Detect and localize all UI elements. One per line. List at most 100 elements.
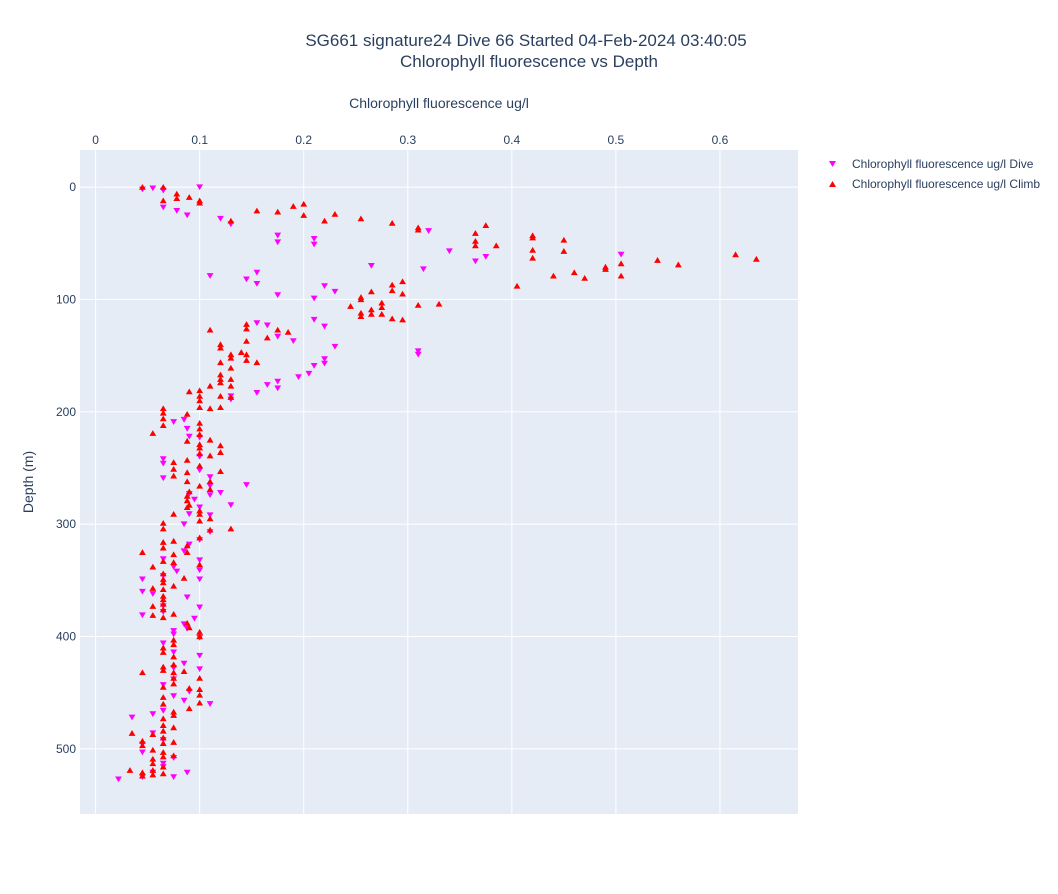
climb-point [183, 410, 191, 417]
x-tick-labels: 0 0.1 0.2 0.3 0.4 0.5 0.6 [92, 133, 728, 147]
dive-point [243, 482, 250, 488]
climb-point [196, 404, 204, 411]
climb-point [367, 306, 375, 313]
climb-point [617, 260, 625, 267]
legend-marker-dive [829, 161, 836, 167]
dive-point [149, 185, 157, 192]
climb-point [196, 450, 204, 457]
climb-point [654, 257, 661, 263]
climb-point [206, 436, 214, 443]
climb-point [183, 497, 191, 504]
climb-point [183, 492, 191, 499]
dive-point [206, 483, 214, 489]
climb-point [206, 382, 214, 389]
climb-point [185, 388, 193, 395]
climb-point [206, 452, 214, 459]
climb-point [139, 669, 146, 676]
climb-point [388, 287, 396, 294]
climb-point [217, 371, 224, 378]
climb-point [243, 325, 250, 332]
dive-point [274, 385, 282, 392]
climb-point [170, 653, 178, 660]
dive-point [139, 576, 146, 583]
dive-point [183, 212, 191, 219]
climb-point [139, 742, 146, 749]
climb-point [217, 404, 224, 411]
climb-point [196, 199, 204, 206]
climb-point [170, 708, 178, 715]
dive-point [159, 640, 167, 647]
dive-point [149, 591, 157, 597]
dive-point [310, 241, 318, 248]
climb-point [196, 691, 204, 698]
climb-point [170, 459, 178, 466]
climb-point [227, 217, 235, 224]
climb-point [159, 614, 167, 621]
climb-point [472, 242, 479, 249]
data-points [115, 184, 760, 783]
x-gridlines [95, 150, 721, 814]
climb-point [529, 254, 537, 261]
dive-point [180, 416, 188, 423]
legend-item-dive[interactable]: Chlorophyll fluorescence ug/l Dive [829, 157, 1034, 171]
climb-point [159, 740, 167, 746]
climb-point [347, 303, 354, 309]
dive-point [321, 283, 328, 290]
dive-point [321, 356, 328, 363]
dive-point [217, 215, 224, 222]
dive-point [310, 362, 318, 369]
dive-point [196, 184, 204, 191]
climb-point [159, 197, 167, 204]
legend-item-climb[interactable]: Chlorophyll fluorescence ug/l Climb [829, 177, 1040, 191]
climb-point [243, 357, 250, 363]
climb-point [414, 301, 422, 308]
climb-point [357, 309, 365, 316]
climb-point [331, 210, 339, 217]
dive-point [419, 266, 427, 273]
legend: Chlorophyll fluorescence ug/l Dive Chlor… [829, 157, 1040, 191]
climb-point [196, 628, 204, 635]
climb-point [159, 770, 167, 777]
climb-point [180, 575, 188, 581]
climb-point [602, 266, 609, 272]
dive-point [206, 273, 214, 279]
climb-point [196, 633, 204, 640]
x-tick-label: 0.6 [712, 133, 729, 147]
climb-point [196, 441, 204, 448]
climb-point [180, 668, 188, 675]
climb-point [196, 387, 204, 394]
climb-point [196, 510, 204, 517]
climb-point [472, 237, 479, 244]
y-tick-label: 200 [56, 405, 76, 419]
climb-point [183, 504, 191, 510]
climb-point [243, 321, 250, 327]
climb-point [159, 184, 167, 190]
climb-point [170, 661, 178, 668]
climb-point [253, 359, 261, 366]
climb-point [581, 275, 589, 281]
x-tick-label: 0.4 [503, 133, 520, 147]
dive-point [217, 489, 224, 496]
climb-point [170, 752, 178, 759]
dive-point [159, 204, 167, 211]
climb-point [321, 217, 328, 224]
climb-point [414, 226, 422, 233]
x-tick-label: 0.1 [191, 133, 208, 147]
dive-point [414, 351, 422, 358]
climb-point [128, 730, 136, 736]
climb-point [752, 255, 760, 262]
climb-point [183, 437, 191, 444]
climb-point [196, 444, 204, 451]
climb-point [159, 405, 167, 412]
climb-point [183, 549, 191, 555]
y-tick-label: 100 [56, 292, 76, 306]
climb-point [159, 727, 167, 734]
climb-point [185, 685, 193, 691]
dive-point [227, 502, 235, 509]
climb-point [357, 313, 365, 320]
climb-point [139, 737, 146, 744]
dive-point [289, 338, 297, 345]
dive-point [367, 263, 375, 269]
climb-point [196, 392, 204, 399]
dive-point [196, 576, 204, 583]
